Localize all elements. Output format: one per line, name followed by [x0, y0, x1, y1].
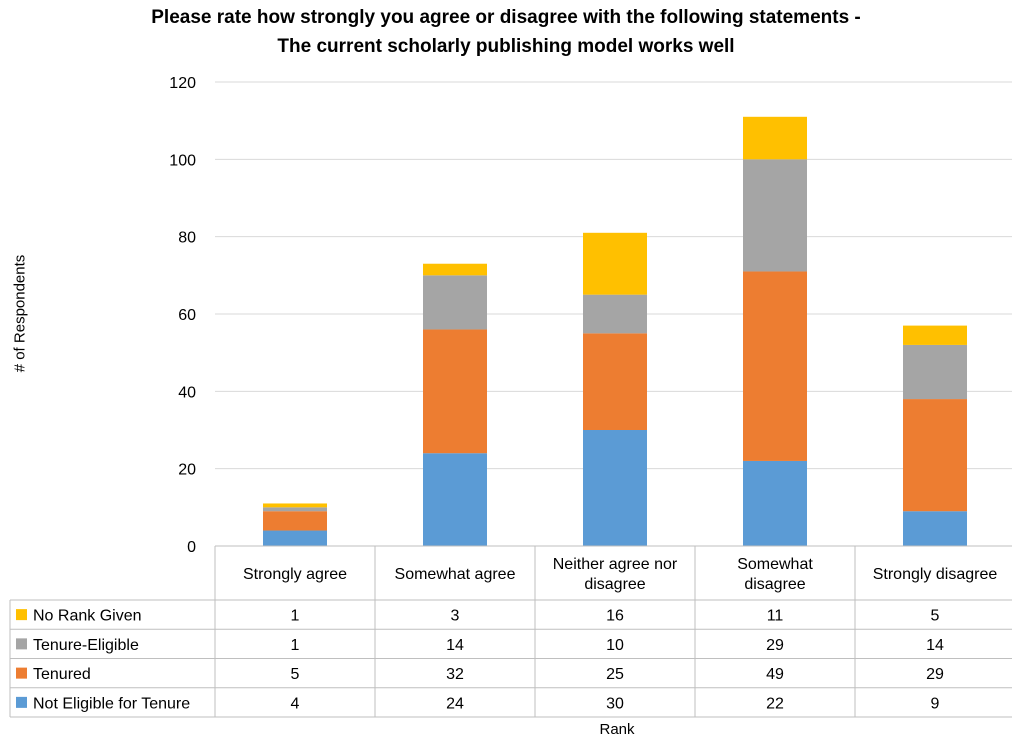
- data-table-value: 16: [606, 608, 624, 625]
- bar-segment: [423, 275, 487, 330]
- bar-segment: [903, 511, 967, 546]
- data-table-value: 22: [766, 695, 784, 712]
- data-table-value: 1: [291, 608, 300, 625]
- legend-key: [16, 638, 27, 650]
- x-axis-label: Rank: [599, 721, 635, 738]
- bar-segment: [903, 325, 967, 345]
- bar-segment: [743, 271, 807, 461]
- data-table-value: 14: [926, 637, 944, 654]
- data-table-value: 10: [606, 637, 624, 654]
- category-label: Somewhat: [737, 556, 813, 573]
- y-tick-label: 100: [169, 152, 196, 169]
- y-tick-label: 0: [187, 539, 196, 556]
- bar-segment: [423, 263, 487, 276]
- data-table-value: 5: [931, 608, 940, 625]
- legend-label: Not Eligible for Tenure: [33, 695, 190, 712]
- bar-segment: [743, 159, 807, 272]
- data-table-value: 29: [926, 666, 944, 683]
- data-table-value: 24: [446, 695, 464, 712]
- data-table-value: 9: [931, 695, 940, 712]
- legend-key: [16, 667, 27, 679]
- category-label: Strongly disagree: [873, 566, 998, 583]
- category-label: Strongly agree: [243, 566, 347, 583]
- data-table-value: 1: [291, 637, 300, 654]
- chart-title-line-2: The current scholarly publishing model w…: [277, 36, 735, 57]
- bar-segment: [423, 329, 487, 454]
- bar-segment: [903, 344, 967, 400]
- bar-segment: [263, 503, 327, 508]
- chart-title-line-1: Please rate how strongly you agree or di…: [151, 7, 861, 28]
- data-table-value: 4: [291, 695, 300, 712]
- y-tick-label: 40: [178, 384, 196, 401]
- bar-segment: [743, 460, 807, 546]
- bar-segment: [743, 116, 807, 160]
- category-label: Somewhat agree: [395, 566, 516, 583]
- data-table-value: 29: [766, 637, 784, 654]
- bar-segment: [903, 399, 967, 512]
- bar-segment: [583, 294, 647, 334]
- category-label: disagree: [744, 576, 805, 593]
- data-table-value: 14: [446, 637, 464, 654]
- legend-label: Tenured: [33, 666, 91, 683]
- category-label: disagree: [584, 576, 645, 593]
- data-table-value: 5: [291, 666, 300, 683]
- bar-segment: [263, 507, 327, 512]
- legend-key: [16, 609, 27, 621]
- data-table-value: 49: [766, 666, 784, 683]
- bar-segment: [263, 511, 327, 531]
- bar-segment: [583, 333, 647, 430]
- category-label: Neither agree nor: [553, 556, 678, 573]
- data-table-value: 30: [606, 695, 624, 712]
- y-tick-label: 80: [178, 230, 196, 247]
- y-tick-label: 120: [169, 75, 196, 92]
- y-tick-label: 20: [178, 462, 196, 479]
- bar-segment: [263, 530, 327, 546]
- bar-segment: [583, 232, 647, 295]
- legend-label: No Rank Given: [33, 608, 142, 625]
- legend-key: [16, 696, 27, 708]
- bar-segment: [423, 453, 487, 546]
- data-table-value: 25: [606, 666, 624, 683]
- bar-segment: [583, 430, 647, 546]
- data-table-value: 3: [451, 608, 460, 625]
- data-table-value: 32: [446, 666, 464, 683]
- y-tick-label: 60: [178, 307, 196, 324]
- legend-label: Tenure-Eligible: [33, 637, 139, 654]
- data-table-value: 11: [767, 608, 784, 625]
